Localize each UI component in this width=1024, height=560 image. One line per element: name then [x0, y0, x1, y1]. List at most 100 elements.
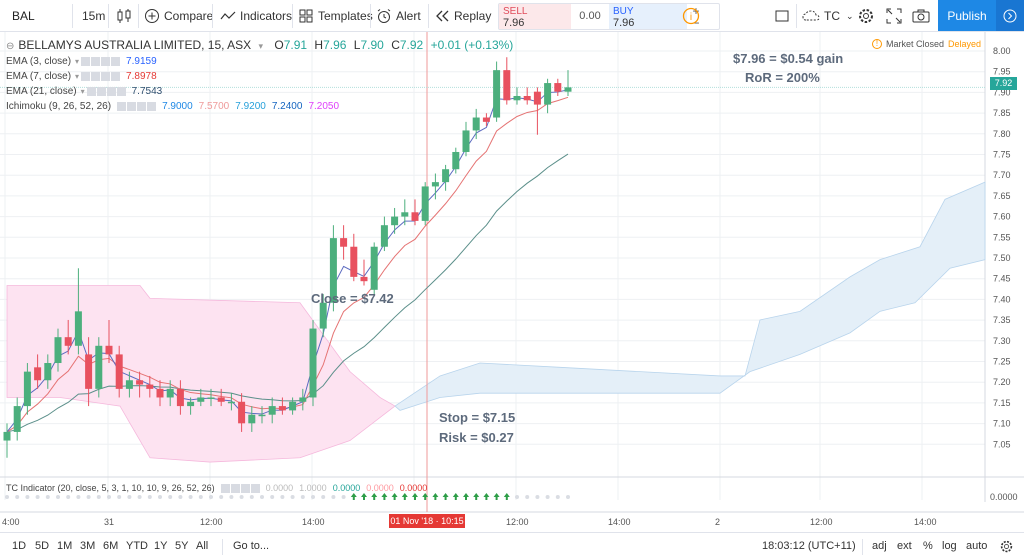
snapshot-button[interactable]: [912, 0, 930, 32]
candle-body: [482, 117, 490, 122]
publish-more-button[interactable]: [996, 0, 1024, 31]
indicator-value: 7.2050: [308, 101, 340, 112]
price-axis-label: 7.70: [993, 170, 1011, 180]
legend-ema7[interactable]: EMA (7, close) ▾ 7.8978: [6, 71, 157, 82]
fullscreen-button[interactable]: [886, 0, 902, 32]
price-axis-label: 7.65: [993, 191, 1011, 201]
divider: [862, 539, 863, 555]
tc-up-arrow: [432, 493, 439, 500]
candle-body: [554, 83, 562, 92]
indicator-controls[interactable]: [86, 87, 126, 96]
divider: [428, 4, 429, 28]
publish-button[interactable]: Publish: [938, 0, 996, 31]
indicators-button[interactable]: Indicators: [220, 0, 292, 32]
gear-icon: [859, 9, 873, 23]
range-5d[interactable]: 5D: [35, 540, 50, 552]
price-axis-label: 7.10: [993, 419, 1011, 429]
buy-label: BUY: [613, 6, 634, 17]
price-chart[interactable]: 8.00 7.95 7.90 7.85 7.80 7.75 7.70 7.65 7.60 7.55…: [0, 32, 1024, 532]
gain-annotation[interactable]: $7.96 = $0.54 gain: [733, 51, 844, 66]
tc-dot: [147, 495, 152, 499]
close-annotation[interactable]: Close = $7.42: [311, 291, 394, 306]
range-6m[interactable]: 6M: [103, 540, 119, 552]
candle-body: [472, 117, 480, 131]
log-toggle[interactable]: log: [942, 540, 957, 552]
range-1y[interactable]: 1Y: [154, 540, 168, 552]
tc-dot: [168, 495, 173, 499]
tc-value: 0.0000: [399, 483, 428, 493]
candle-body: [64, 337, 72, 346]
indicator-value: 7.9200: [235, 101, 266, 112]
stop-annotation[interactable]: Stop = $7.15: [439, 410, 516, 425]
ror-annotation[interactable]: RoR = 200%: [745, 70, 820, 85]
legend-ema21[interactable]: EMA (21, close) ▾ 7.7543: [6, 86, 162, 97]
chart-type-button[interactable]: [116, 0, 132, 32]
settings-button[interactable]: [858, 0, 874, 32]
range-1d[interactable]: 1D: [12, 540, 27, 552]
templates-button[interactable]: Templates: [298, 0, 373, 32]
collapse-icon[interactable]: ⊖: [6, 41, 15, 52]
last-price-label: 7.92: [990, 77, 1017, 90]
templates-icon: [299, 9, 313, 23]
symbol-search[interactable]: BAL: [12, 9, 35, 23]
delayed-badge: Delayed: [948, 39, 982, 49]
layout-button[interactable]: [774, 0, 790, 32]
indicator-controls[interactable]: [81, 57, 121, 66]
legend-ichimoku[interactable]: Ichimoku (9, 26, 52, 26) 7.9000 7.5700 7…: [6, 101, 339, 112]
candle-body: [380, 225, 388, 247]
candle-body: [95, 345, 103, 389]
buy-button[interactable]: BUY 7.96: [609, 4, 687, 29]
legend-ema3[interactable]: EMA (3, close) ▾ 7.9159: [6, 56, 157, 67]
range-all[interactable]: All: [196, 540, 209, 552]
candle-body: [340, 238, 348, 247]
indicator-controls[interactable]: [117, 102, 157, 111]
auto-toggle[interactable]: auto: [966, 540, 988, 552]
range-5y[interactable]: 5Y: [175, 540, 189, 552]
interval-button[interactable]: 15m: [82, 9, 106, 23]
cloud-layout-button[interactable]: TC ⌄: [802, 0, 854, 32]
indicator-controls[interactable]: [220, 483, 260, 493]
candle-body: [319, 302, 327, 329]
chevron-down-icon[interactable]: ▾: [258, 41, 264, 51]
sell-button[interactable]: SELL 7.96: [499, 4, 571, 29]
price-axis-label: 7.55: [993, 232, 1011, 242]
tc-dot: [127, 495, 132, 499]
candle-body: [268, 406, 276, 415]
tc-dot: [5, 495, 9, 499]
tc-dot: [270, 495, 275, 499]
gear-icon[interactable]: [1000, 533, 1013, 560]
range-1m[interactable]: 1M: [57, 540, 73, 552]
trade-info-button[interactable]: i: [682, 0, 700, 32]
tc-dot: [56, 495, 60, 499]
tc-indicator-legend[interactable]: TC Indicator (20, close, 5, 3, 1, 10, 10…: [6, 483, 427, 493]
market-status[interactable]: ! Market Closed Delayed: [872, 39, 981, 49]
tc-dot: [321, 495, 326, 499]
goto-button[interactable]: Go to...: [233, 540, 270, 552]
minus-icon[interactable]: −: [692, 15, 700, 30]
candle-body: [258, 414, 266, 417]
alert-button[interactable]: Alert: [376, 0, 421, 32]
percent-toggle[interactable]: %: [923, 540, 933, 552]
replay-button[interactable]: Replay: [434, 0, 491, 32]
range-ytd[interactable]: YTD: [126, 540, 148, 552]
templates-label: Templates: [318, 9, 373, 23]
tc-dot: [76, 495, 81, 499]
candle-body: [391, 216, 399, 226]
adj-toggle[interactable]: adj: [872, 540, 887, 552]
risk-annotation[interactable]: Risk = $0.27: [439, 430, 514, 445]
info-icon: i: [682, 7, 700, 25]
clock-time[interactable]: 18:03:12 (UTC+11): [762, 540, 856, 552]
svg-text:i: i: [690, 12, 692, 23]
indicator-controls[interactable]: [81, 72, 121, 81]
candle-body: [238, 401, 246, 424]
tc-value: 0.0000: [366, 483, 394, 493]
alarm-clock-icon: [377, 9, 391, 23]
compare-button[interactable]: Compare: [144, 0, 213, 32]
ext-toggle[interactable]: ext: [897, 540, 912, 552]
tc-dot: [239, 495, 244, 499]
time-axis-label: 2: [715, 517, 720, 527]
range-3m[interactable]: 3M: [80, 540, 96, 552]
candle-body: [156, 388, 164, 398]
buy-value: 7.96: [613, 17, 635, 29]
ichimoku-cloud-bearish: [6, 285, 396, 463]
